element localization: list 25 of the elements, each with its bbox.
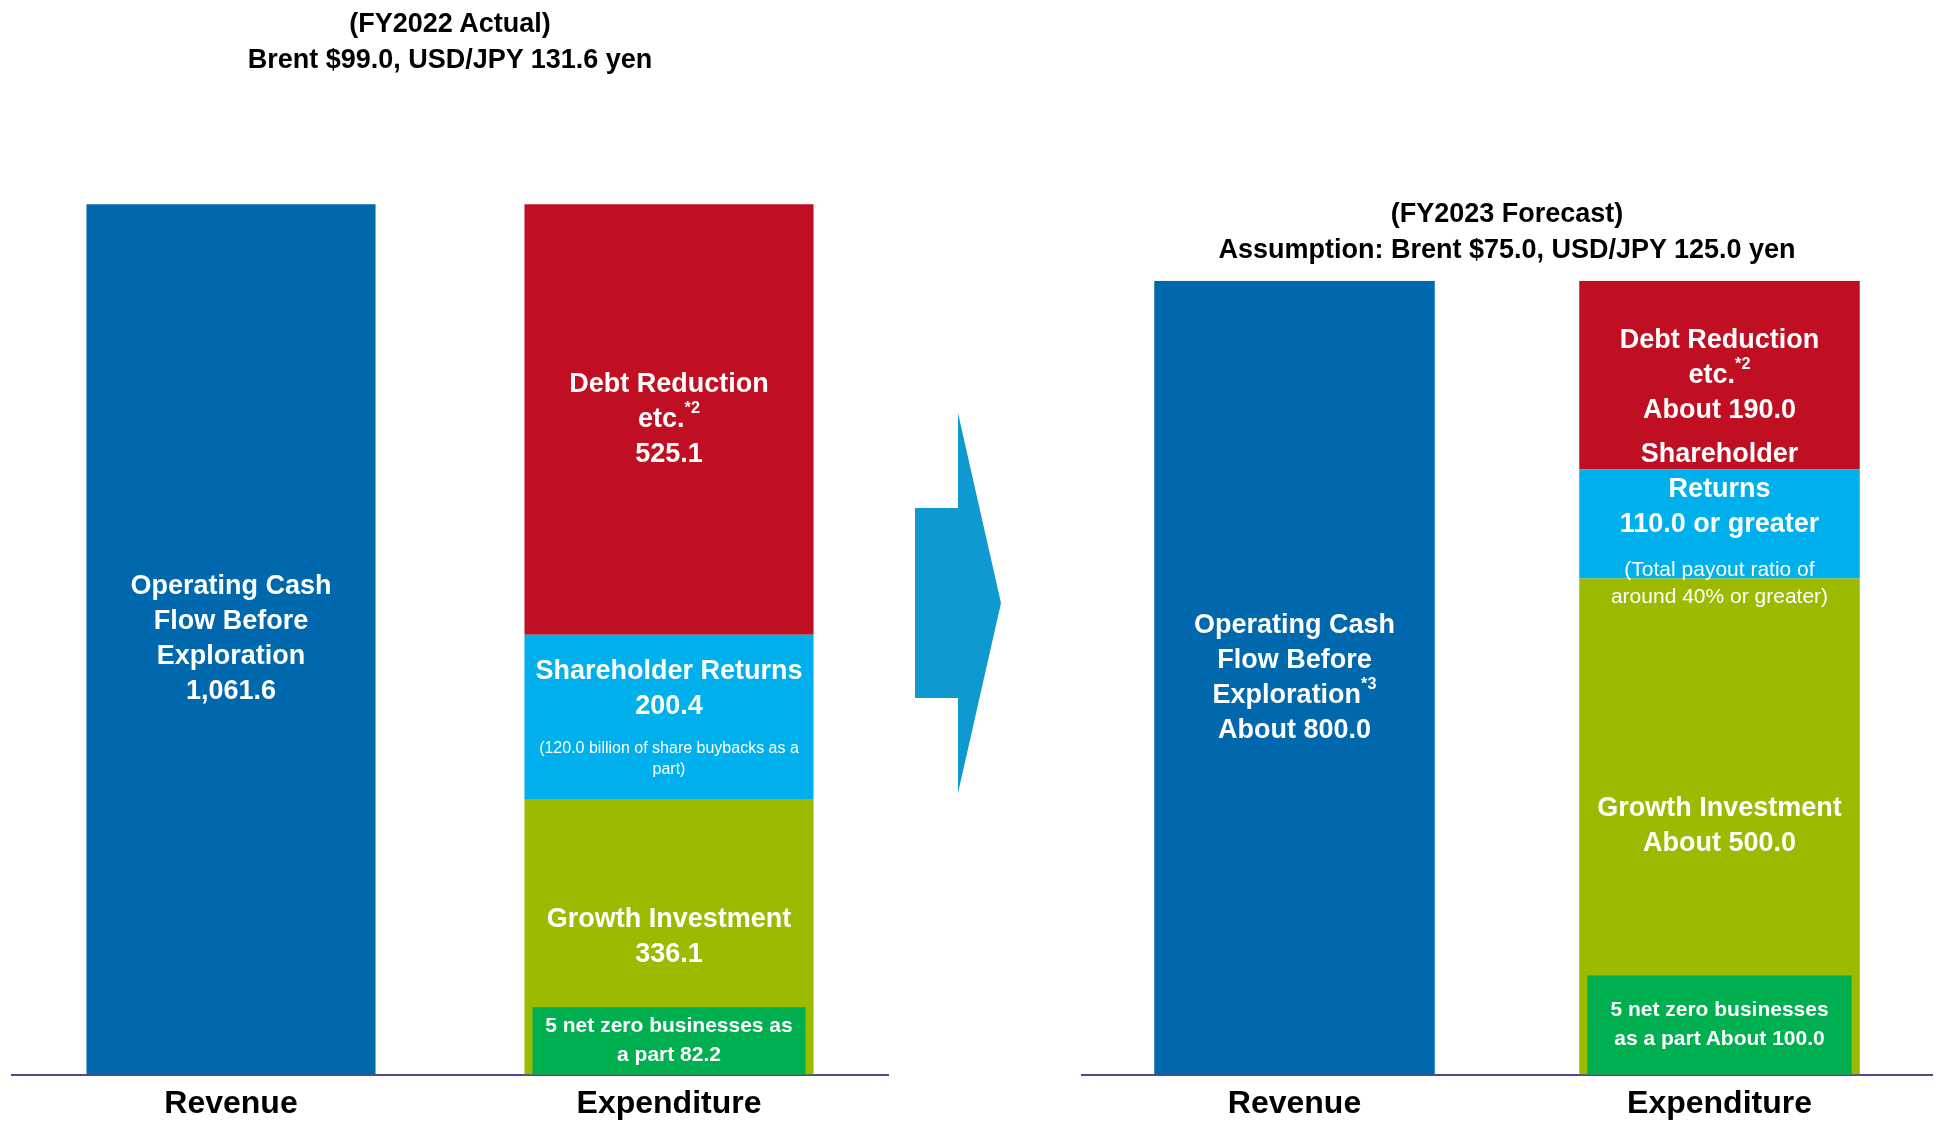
series-label: Operating Cash Flow Before Exploration — [130, 570, 332, 671]
x-tick-label: Expenditure — [576, 1083, 762, 1120]
chart-subtitle: Brent $99.0, USD/JPY 131.6 yen — [247, 44, 653, 75]
x-tick-label: Expenditure — [1627, 1083, 1812, 1120]
data-label: About 500.0 — [1642, 827, 1797, 858]
chart-title: (FY2022 Actual) — [349, 7, 551, 38]
annotation: (Total payout ratio of around 40% or greater) — [1610, 556, 1829, 607]
data-label: 1,061.6 — [185, 675, 277, 706]
chart-title: (FY2023 Forecast) — [1390, 197, 1624, 228]
x-tick-label: Revenue — [1227, 1083, 1362, 1120]
data-label: 200.4 — [635, 690, 703, 721]
chart-subtitle: Assumption: Brent $75.0, USD/JPY 125.0 yen — [1218, 234, 1796, 265]
series-label: Growth Investment — [546, 902, 792, 933]
data-label: About 800.0 — [1217, 713, 1372, 744]
series-label: Growth Investment — [1597, 792, 1842, 823]
x-tick-label: Revenue — [164, 1083, 298, 1120]
data-label: 110.0 or greater — [1619, 508, 1820, 539]
band-label: 5 net zero businesses as a part 82.2 — [545, 1013, 793, 1066]
series-label: Shareholder Returns — [535, 655, 803, 686]
data-label: 336.1 — [635, 937, 703, 968]
annotation: (120.0 billion of share buybacks as a part) — [539, 738, 799, 777]
band-label: 5 net zero businesses as a part About 100.0 — [1610, 997, 1829, 1050]
data-label: About 190.0 — [1642, 393, 1797, 424]
data-label: 525.1 — [635, 437, 703, 468]
series-label: Shareholder Returns — [1640, 438, 1799, 504]
